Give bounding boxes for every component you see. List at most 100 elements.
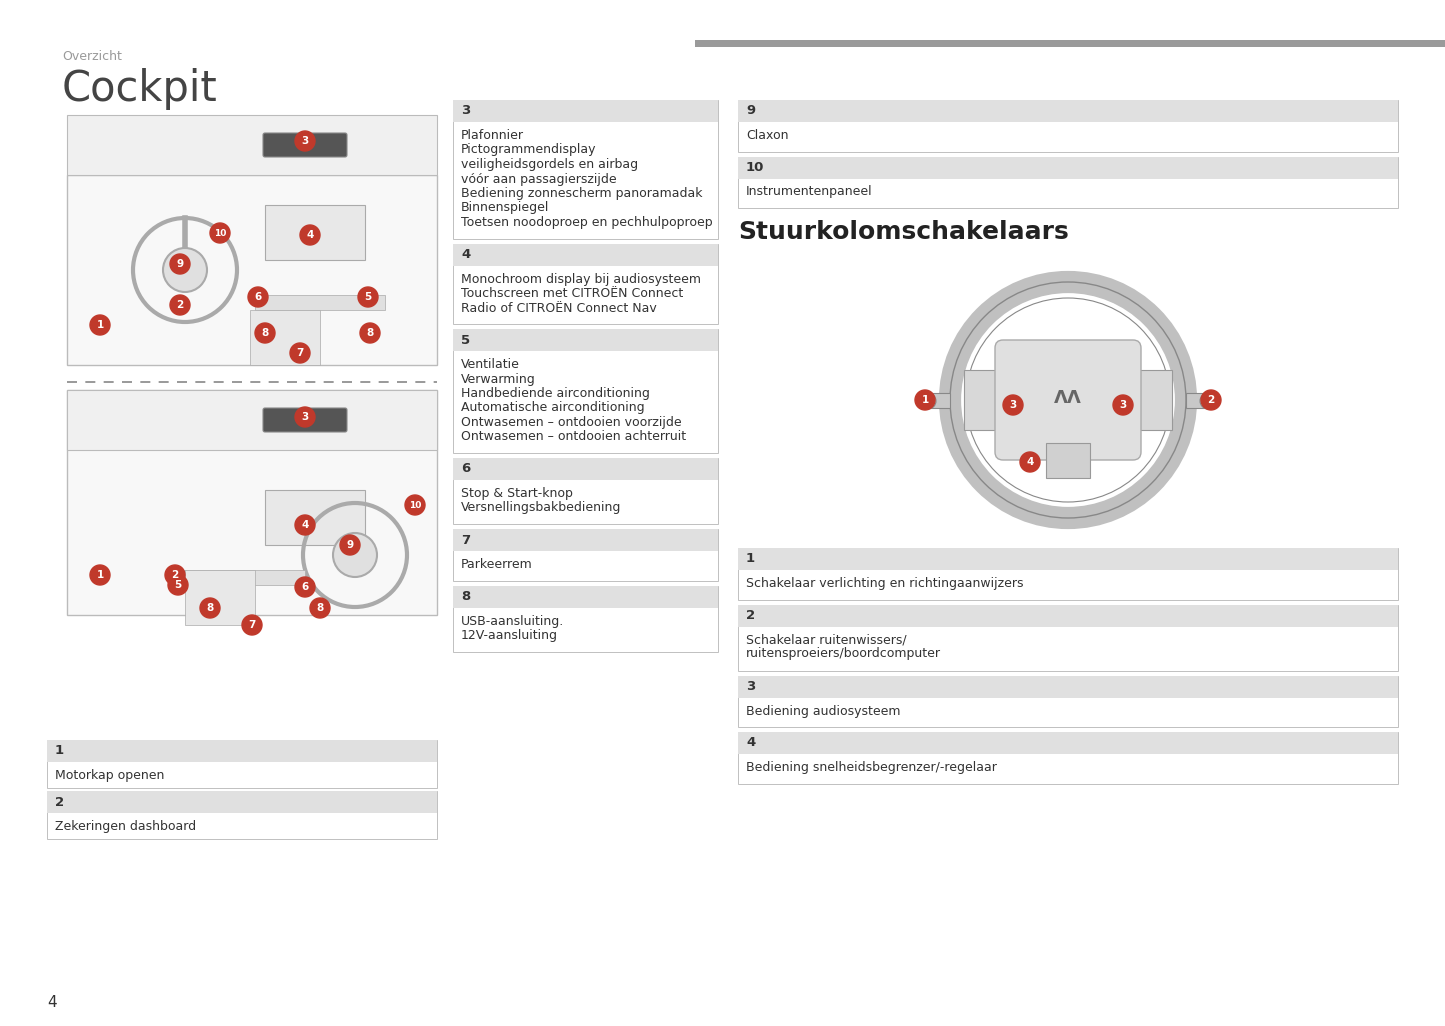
Bar [452, 586, 718, 652]
Circle shape [210, 223, 230, 243]
Bar [452, 329, 718, 351]
Circle shape [301, 225, 319, 245]
Text: 5: 5 [175, 580, 182, 590]
Circle shape [360, 323, 380, 343]
Bar [452, 458, 718, 524]
FancyBboxPatch shape [263, 408, 347, 432]
Text: Monochroom display bij audiosysteem: Monochroom display bij audiosysteem [461, 273, 701, 285]
Bar [738, 675, 1397, 698]
Text: 4: 4 [48, 995, 56, 1010]
Text: Plafonnier: Plafonnier [461, 129, 525, 142]
Text: 1: 1 [97, 320, 104, 330]
Text: Parkeerrem: Parkeerrem [461, 558, 533, 571]
Text: 8: 8 [262, 328, 269, 338]
Text: 6: 6 [302, 582, 309, 592]
Text: 2: 2 [176, 300, 184, 310]
Text: Overzicht: Overzicht [62, 50, 121, 63]
Bar [254, 295, 384, 310]
Text: 1: 1 [55, 745, 64, 757]
Text: 10: 10 [214, 229, 227, 237]
Text: 7: 7 [461, 534, 470, 547]
Bar [738, 548, 1397, 599]
Text: 1: 1 [922, 395, 929, 405]
Circle shape [290, 343, 311, 363]
Bar [452, 586, 718, 607]
Text: 6: 6 [461, 463, 470, 475]
Bar [66, 175, 436, 365]
Text: 7: 7 [249, 620, 256, 630]
Text: 4: 4 [746, 737, 756, 750]
Bar [738, 157, 1397, 208]
Text: 2: 2 [1208, 395, 1215, 405]
FancyBboxPatch shape [996, 340, 1142, 460]
Bar [66, 115, 436, 175]
Circle shape [1020, 452, 1040, 472]
Text: Handbediende airconditioning: Handbediende airconditioning [461, 387, 650, 400]
Bar [738, 100, 1397, 122]
Bar [48, 740, 436, 788]
FancyBboxPatch shape [263, 133, 347, 157]
Bar [452, 100, 718, 238]
Text: 10: 10 [746, 161, 764, 174]
Circle shape [295, 407, 315, 427]
Circle shape [163, 248, 207, 292]
Text: Instrumentenpaneel: Instrumentenpaneel [746, 186, 873, 198]
Text: 5: 5 [364, 292, 371, 302]
Text: 3: 3 [1120, 400, 1127, 410]
Circle shape [249, 287, 267, 307]
Text: Bediening snelheidsbegrenzer/-regelaar: Bediening snelheidsbegrenzer/-regelaar [746, 761, 997, 774]
Text: 2: 2 [55, 795, 64, 808]
Text: 9: 9 [176, 259, 184, 269]
Text: 8: 8 [316, 603, 324, 613]
Bar [66, 390, 436, 615]
Circle shape [405, 495, 425, 515]
Bar [738, 675, 1397, 727]
Text: 3: 3 [1010, 400, 1017, 410]
Text: veiligheidsgordels en airbag: veiligheidsgordels en airbag [461, 158, 639, 171]
Text: Pictogrammendisplay: Pictogrammendisplay [461, 144, 597, 157]
Text: Ventilatie: Ventilatie [461, 358, 520, 371]
Bar [452, 458, 718, 480]
Text: Schakelaar verlichting en richtingaanwijzers: Schakelaar verlichting en richtingaanwij… [746, 577, 1023, 590]
Circle shape [311, 598, 329, 618]
Bar [738, 157, 1397, 179]
Bar [1113, 370, 1172, 430]
Text: Bediening zonnescherm panoramadak: Bediening zonnescherm panoramadak [461, 187, 702, 200]
Bar [1046, 443, 1090, 478]
Circle shape [295, 577, 315, 597]
Bar [452, 100, 718, 122]
Bar [738, 604, 1397, 671]
Text: 4: 4 [302, 520, 309, 530]
Text: ΛΛ: ΛΛ [1053, 389, 1082, 407]
Text: Zekeringen dashboard: Zekeringen dashboard [55, 820, 197, 833]
Text: 8: 8 [461, 590, 470, 603]
Bar [48, 791, 436, 813]
Text: Ontwasemen – ontdooien voorzijde: Ontwasemen – ontdooien voorzijde [461, 416, 682, 429]
Text: Stop & Start-knop: Stop & Start-knop [461, 487, 572, 500]
Text: 5: 5 [461, 333, 470, 347]
Bar [928, 393, 949, 408]
Circle shape [241, 615, 262, 635]
Bar [452, 529, 718, 551]
Circle shape [165, 565, 185, 585]
Text: 9: 9 [746, 105, 756, 118]
Bar [452, 329, 718, 453]
Text: Stuurkolomschakelaars: Stuurkolomschakelaars [738, 220, 1069, 244]
Text: 1: 1 [97, 570, 104, 580]
Text: Versnellingsbakbediening: Versnellingsbakbediening [461, 502, 621, 514]
Circle shape [332, 532, 377, 577]
Text: 3: 3 [302, 412, 309, 422]
Bar [738, 548, 1397, 570]
Circle shape [1113, 395, 1133, 415]
Text: 4: 4 [1026, 457, 1033, 467]
Bar [452, 243, 718, 324]
Text: USB-aansluiting.: USB-aansluiting. [461, 615, 564, 628]
Text: 8: 8 [207, 603, 214, 613]
Text: 2: 2 [172, 570, 179, 580]
Bar [738, 732, 1397, 754]
Text: 7: 7 [296, 348, 303, 358]
Text: 1: 1 [746, 552, 756, 565]
Text: 2: 2 [746, 609, 756, 622]
Bar [250, 310, 319, 365]
Text: Automatische airconditioning: Automatische airconditioning [461, 401, 644, 415]
